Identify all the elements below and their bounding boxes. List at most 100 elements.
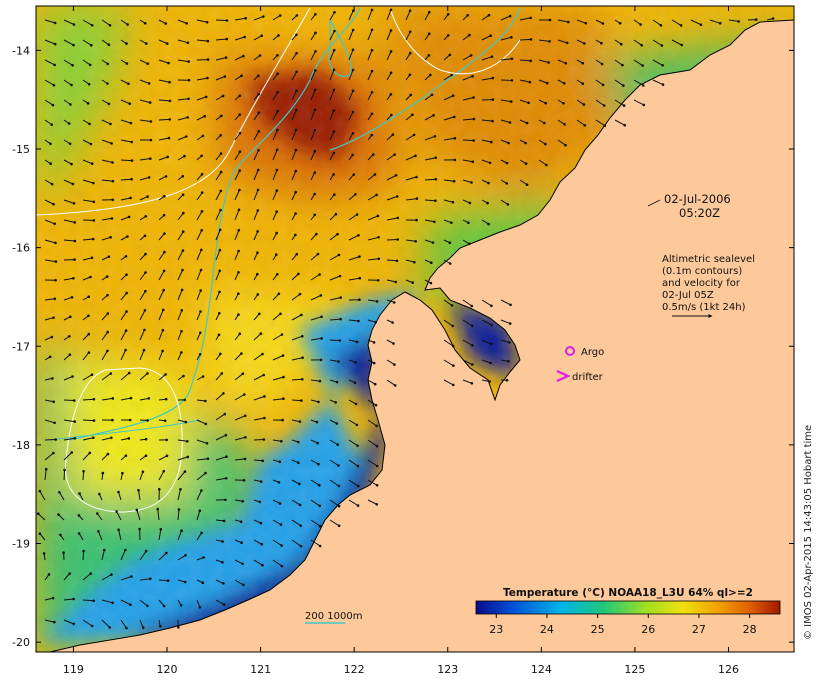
velocity-arrow-head bbox=[218, 312, 221, 315]
timestamp-leader bbox=[647, 199, 661, 207]
velocity-arrow-head bbox=[297, 440, 300, 444]
velocity-arrow-head bbox=[125, 42, 128, 45]
velocity-arrow bbox=[101, 397, 113, 401]
velocity-arrow bbox=[196, 96, 207, 101]
velocity-arrow bbox=[272, 211, 278, 221]
velocity-arrow bbox=[139, 349, 145, 361]
velocity-arrow-head bbox=[491, 119, 494, 123]
velocity-arrow bbox=[177, 59, 189, 63]
velocity-arrow-head bbox=[52, 83, 56, 87]
velocity-arrow-head bbox=[600, 41, 603, 45]
velocity-arrow-head bbox=[452, 383, 455, 387]
velocity-arrow-head bbox=[201, 375, 205, 378]
velocity-arrow bbox=[120, 79, 129, 85]
velocity-arrow-head bbox=[276, 90, 280, 94]
velocity-arrow bbox=[481, 339, 492, 345]
velocity-arrow bbox=[481, 14, 490, 21]
velocity-arrow bbox=[386, 217, 398, 221]
velocity-arrow-head bbox=[358, 276, 362, 280]
velocity-arrow-head bbox=[319, 358, 323, 362]
velocity-arrow-head bbox=[258, 54, 262, 57]
velocity-arrow-head bbox=[87, 82, 91, 86]
velocity-arrow bbox=[44, 59, 55, 66]
velocity-arrow bbox=[120, 99, 130, 105]
velocity-arrow bbox=[386, 195, 398, 201]
velocity-arrow-head bbox=[238, 188, 241, 192]
velocity-arrow bbox=[424, 135, 436, 141]
velocity-arrow bbox=[405, 198, 417, 201]
velocity-arrow-head bbox=[51, 596, 55, 600]
velocity-arrow bbox=[234, 250, 240, 261]
velocity-arrow-head bbox=[370, 48, 374, 52]
velocity-arrow bbox=[177, 489, 181, 501]
velocity-arrow bbox=[519, 38, 532, 41]
velocity-arrow-head bbox=[68, 335, 71, 338]
velocity-arrow bbox=[595, 79, 604, 86]
velocity-arrow bbox=[234, 436, 246, 441]
velocity-arrow bbox=[557, 19, 569, 23]
altimetry-line-4: 02-Jul 05Z bbox=[662, 290, 714, 301]
velocity-arrow-head bbox=[295, 252, 299, 256]
velocity-arrow bbox=[82, 437, 94, 441]
velocity-arrow-head bbox=[63, 468, 66, 472]
velocity-arrow-head bbox=[163, 232, 166, 235]
velocity-arrow bbox=[462, 118, 474, 121]
velocity-arrow bbox=[329, 89, 335, 101]
velocity-arrow bbox=[386, 379, 396, 386]
velocity-arrow-head bbox=[219, 170, 223, 174]
velocity-arrow bbox=[253, 439, 264, 441]
velocity-arrow-head bbox=[413, 260, 416, 264]
velocity-arrow bbox=[215, 393, 224, 401]
velocity-arrow-head bbox=[202, 556, 205, 559]
velocity-arrow-head bbox=[434, 156, 438, 159]
velocity-arrow bbox=[462, 97, 474, 101]
velocity-arrow-head bbox=[278, 14, 282, 17]
velocity-arrow-head bbox=[198, 606, 202, 609]
velocity-arrow-head bbox=[129, 603, 132, 606]
velocity-arrow-head bbox=[275, 168, 279, 172]
velocity-arrow-head bbox=[263, 416, 266, 420]
velocity-arrow bbox=[158, 529, 162, 541]
velocity-arrow-head bbox=[618, 22, 622, 25]
timestamp-date: 02-Jul-2006 bbox=[664, 192, 731, 206]
velocity-arrow-head bbox=[145, 42, 148, 45]
velocity-arrow-head bbox=[177, 508, 181, 511]
velocity-arrow-head bbox=[509, 303, 512, 307]
y-axis: -14 -15 -16 -17 -18 -19 -20 bbox=[12, 44, 794, 649]
velocity-arrow-head bbox=[488, 161, 492, 165]
velocity-arrow bbox=[405, 52, 411, 61]
y-tick-label: -16 bbox=[12, 242, 30, 255]
velocity-arrow bbox=[44, 452, 54, 461]
velocity-arrow bbox=[44, 317, 54, 321]
velocity-arrow bbox=[215, 599, 225, 606]
velocity-arrow bbox=[310, 294, 322, 301]
velocity-arrow bbox=[215, 291, 220, 301]
velocity-arrow bbox=[253, 353, 263, 361]
velocity-arrow bbox=[500, 36, 512, 41]
velocity-arrow-head bbox=[356, 484, 360, 488]
velocity-arrow-head bbox=[69, 103, 72, 106]
velocity-arrow-head bbox=[184, 135, 188, 138]
velocity-arrow-head bbox=[240, 541, 243, 544]
velocity-arrow bbox=[101, 313, 109, 321]
velocity-arrow-head bbox=[72, 43, 75, 47]
velocity-arrow-head bbox=[200, 154, 203, 158]
velocity-arrow-head bbox=[237, 292, 240, 296]
velocity-arrow bbox=[196, 230, 203, 241]
velocity-arrow bbox=[310, 70, 316, 81]
velocity-arrow-head bbox=[316, 252, 320, 256]
velocity-arrow bbox=[329, 110, 335, 121]
velocity-arrow bbox=[500, 15, 511, 21]
velocity-arrow-head bbox=[243, 393, 246, 396]
velocity-arrow-head bbox=[200, 489, 203, 492]
velocity-arrow-head bbox=[54, 438, 57, 441]
velocity-arrow-head bbox=[508, 121, 512, 124]
velocity-arrow-head bbox=[70, 451, 73, 454]
velocity-arrow bbox=[462, 159, 473, 163]
velocity-arrow bbox=[272, 91, 279, 101]
velocity-arrow-head bbox=[221, 560, 224, 564]
velocity-arrow-head bbox=[297, 272, 300, 276]
velocity-arrow bbox=[82, 238, 94, 241]
velocity-arrow bbox=[272, 376, 284, 381]
velocity-arrow-head bbox=[124, 454, 128, 458]
